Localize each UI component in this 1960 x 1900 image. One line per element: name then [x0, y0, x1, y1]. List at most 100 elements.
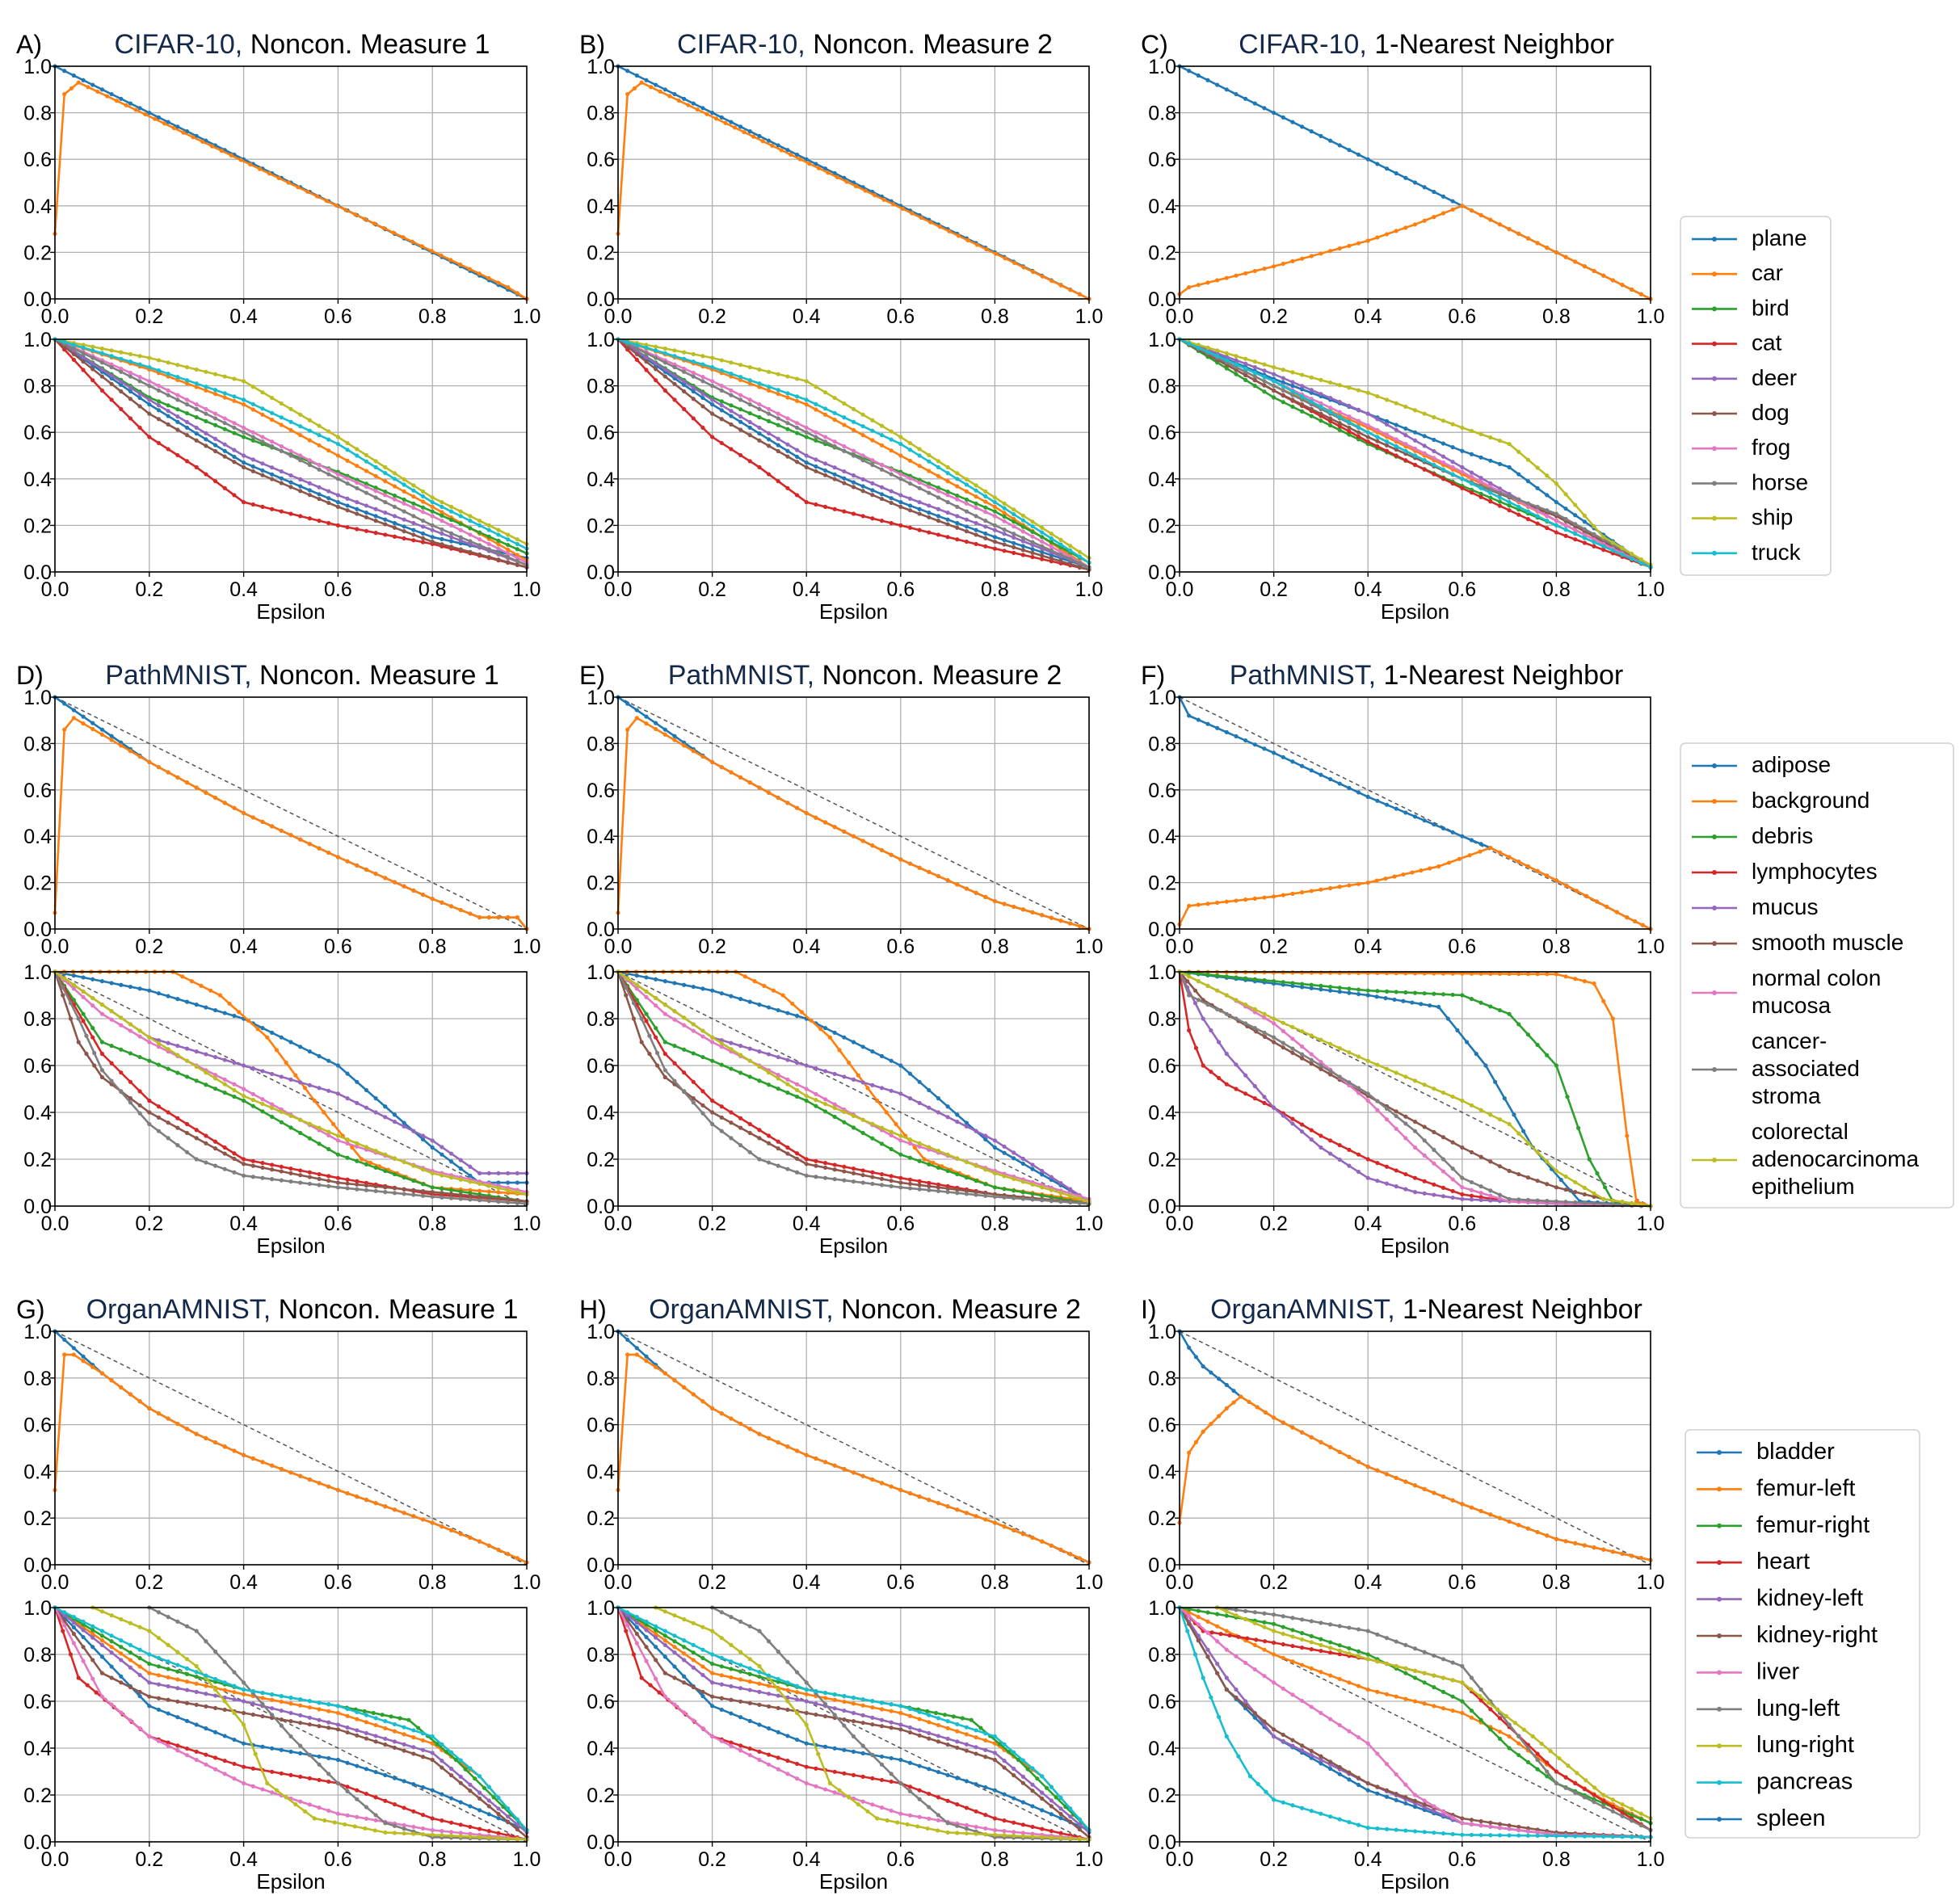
- series-marker-7: [1394, 1114, 1398, 1119]
- series-marker-8: [468, 514, 473, 519]
- series-marker-2: [1252, 977, 1257, 982]
- series-marker-8: [222, 1082, 227, 1087]
- series-marker-0: [81, 975, 86, 980]
- series-marker-9: [822, 406, 828, 411]
- series-marker-8: [889, 429, 894, 434]
- series-marker-7: [128, 374, 133, 379]
- series-marker-1: [180, 974, 185, 979]
- series-marker-8: [1347, 1050, 1352, 1055]
- series-marker-5: [1012, 544, 1016, 550]
- series-marker-3: [634, 357, 639, 362]
- series-marker-8: [119, 1616, 124, 1622]
- series-marker-3: [879, 1171, 885, 1177]
- series-marker-1: [373, 872, 378, 876]
- series-marker-1: [184, 780, 190, 785]
- series-marker-0: [851, 1040, 856, 1045]
- series-marker-1: [1299, 890, 1305, 895]
- x-tick-label: 0.0: [604, 578, 633, 601]
- series-marker-8: [1243, 356, 1248, 361]
- series-marker-1: [457, 262, 463, 267]
- series-marker-7: [1516, 1197, 1521, 1202]
- series-marker-8: [1450, 422, 1455, 427]
- series-marker-1: [109, 1645, 114, 1650]
- series-marker-5: [232, 1156, 237, 1162]
- series-marker-0: [738, 1715, 743, 1720]
- series-marker-9: [992, 500, 997, 505]
- series-marker-7: [326, 1772, 331, 1776]
- series-marker-0: [1432, 189, 1436, 195]
- series-marker-9: [99, 1629, 104, 1633]
- series-marker-7: [383, 500, 388, 505]
- series-marker-2: [719, 1062, 724, 1067]
- series-marker-2: [1347, 986, 1352, 991]
- x-tick-label: 1.0: [1075, 935, 1104, 958]
- series-line-4: [54, 970, 527, 1175]
- series-marker-8: [1290, 1024, 1295, 1030]
- series-marker-0: [1234, 734, 1239, 739]
- series-marker-0: [383, 517, 388, 522]
- series-marker-5: [1375, 439, 1380, 443]
- series-marker-2: [1432, 991, 1436, 996]
- series-marker-4: [889, 1088, 894, 1093]
- series-marker-0: [691, 389, 696, 394]
- series-marker-3: [644, 368, 649, 372]
- series-marker-5: [719, 1115, 724, 1120]
- series-marker-0: [1058, 1816, 1063, 1821]
- series-marker-5: [691, 397, 696, 401]
- series-marker-0: [1281, 115, 1285, 120]
- series-marker-3: [81, 1019, 86, 1024]
- series-marker-8: [719, 1040, 724, 1046]
- series-marker-1: [770, 143, 775, 148]
- series-marker-4: [785, 442, 790, 447]
- series-marker-3: [1422, 1179, 1427, 1183]
- series-marker-9: [411, 1728, 416, 1733]
- x-tick-label: 0.2: [698, 1213, 726, 1235]
- series-marker-7: [974, 514, 978, 519]
- series-marker-5: [1030, 550, 1035, 555]
- series-marker-6: [1299, 1044, 1305, 1049]
- series-marker-0: [936, 1096, 941, 1101]
- series-marker-2: [380, 1713, 385, 1717]
- series-marker-4: [242, 1063, 246, 1068]
- series-marker-3: [955, 537, 960, 542]
- series-marker-7: [870, 462, 875, 468]
- y-tick-label: 0.8: [587, 733, 615, 755]
- series-marker-2: [1224, 974, 1229, 979]
- series-marker-0: [307, 1049, 312, 1054]
- series-marker-1: [477, 1188, 482, 1193]
- series-marker-1: [814, 1456, 818, 1461]
- series-marker-4: [898, 493, 903, 498]
- series-marker-1: [945, 479, 950, 484]
- series-marker-8: [402, 1831, 406, 1836]
- series-marker-0: [719, 408, 724, 413]
- series-marker-0: [719, 115, 724, 120]
- series-marker-5: [477, 552, 482, 557]
- series-marker-1: [250, 815, 255, 820]
- series-marker-2: [440, 513, 444, 518]
- series-marker-7: [1319, 1063, 1323, 1068]
- series-marker-3: [1337, 1143, 1342, 1148]
- series-marker-7: [496, 1199, 501, 1204]
- series-marker-9: [250, 401, 255, 406]
- series-marker-4: [776, 436, 780, 441]
- series-marker-0: [776, 1730, 780, 1734]
- series-marker-1: [907, 861, 913, 866]
- series-marker-8: [1582, 1185, 1587, 1190]
- x-tick-label: 0.8: [418, 1213, 447, 1235]
- series-marker-1: [1584, 893, 1589, 899]
- series-marker-5: [1192, 988, 1198, 993]
- series-marker-3: [288, 511, 293, 516]
- series-marker-2: [1049, 540, 1054, 544]
- series-marker-9: [232, 394, 237, 399]
- series-marker-0: [1224, 729, 1229, 734]
- series-marker-5: [515, 562, 519, 567]
- series-marker-7: [392, 1823, 397, 1828]
- series-marker-5: [907, 508, 913, 513]
- series-marker-2: [166, 1066, 170, 1071]
- series-marker-4: [729, 1040, 734, 1045]
- plot-frame: [1179, 65, 1651, 300]
- series-marker-7: [654, 355, 658, 360]
- series-marker-7: [373, 1188, 378, 1194]
- series-marker-8: [109, 1613, 114, 1618]
- series-marker-4: [175, 1686, 180, 1691]
